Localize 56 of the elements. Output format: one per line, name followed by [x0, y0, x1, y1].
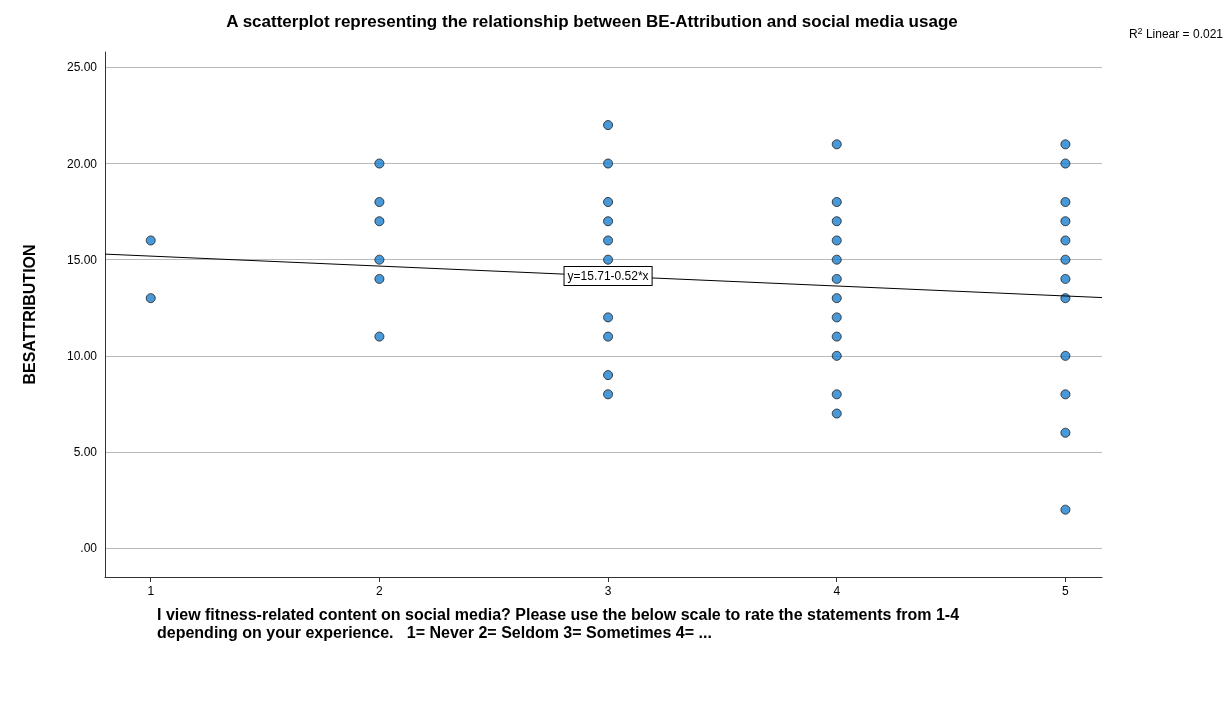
point	[831, 331, 842, 342]
x-tick-label: 4	[833, 584, 841, 598]
point	[1060, 216, 1071, 227]
point	[831, 216, 842, 227]
point	[1060, 139, 1071, 150]
point	[603, 216, 614, 227]
x-tick-label: 3	[604, 584, 612, 598]
point	[831, 254, 842, 265]
point	[831, 197, 842, 207]
point	[1060, 158, 1071, 169]
point	[603, 370, 614, 381]
point	[374, 158, 385, 169]
point	[831, 408, 842, 419]
point	[603, 312, 614, 323]
point	[374, 273, 385, 284]
point	[831, 139, 842, 150]
point	[145, 293, 156, 304]
x-tick-label: 2	[376, 584, 384, 598]
point	[1060, 197, 1071, 207]
point	[374, 331, 385, 342]
point	[603, 120, 614, 131]
point	[831, 350, 842, 361]
y-axis-title: BESATTRIBUTION	[20, 244, 38, 385]
point	[145, 235, 156, 246]
x-tick-label: 5	[1062, 584, 1070, 598]
point	[1060, 254, 1071, 265]
point	[1060, 273, 1071, 284]
point	[1060, 235, 1071, 246]
point	[603, 389, 614, 400]
y-tick-label: 20.00	[66, 156, 98, 171]
point	[831, 293, 842, 304]
point	[374, 216, 385, 227]
point	[603, 254, 614, 265]
point	[603, 331, 614, 342]
y-tick-label: 5.00	[73, 445, 98, 459]
point	[1060, 504, 1071, 515]
y-tick-label: .00	[80, 541, 98, 556]
point	[603, 197, 614, 207]
point	[831, 389, 842, 400]
point	[603, 158, 614, 169]
point	[1060, 350, 1071, 361]
point	[831, 273, 842, 284]
point	[1060, 389, 1071, 400]
point	[831, 312, 842, 323]
point	[374, 254, 385, 265]
y-tick-label: 25.00	[66, 60, 98, 75]
point	[831, 235, 842, 246]
point	[603, 235, 614, 246]
point	[374, 197, 385, 207]
x-axis-title: I view fitness-related content on social media? Please use the below scale to rate the statements from 1-4 depending on your experience. 1= Never 2= Seldom 3= Sometimes 4= ...	[157, 605, 964, 641]
annotation: y=15.71-0.52*x	[567, 269, 649, 284]
point	[1060, 427, 1071, 438]
y-tick-label: 15.00	[66, 252, 98, 267]
chart-title: A scatterplot representing the relationship between BE-Attribution and social media usage	[226, 12, 958, 31]
y-tick-label: 10.00	[66, 348, 98, 363]
x-tick-label: 1	[147, 584, 155, 598]
